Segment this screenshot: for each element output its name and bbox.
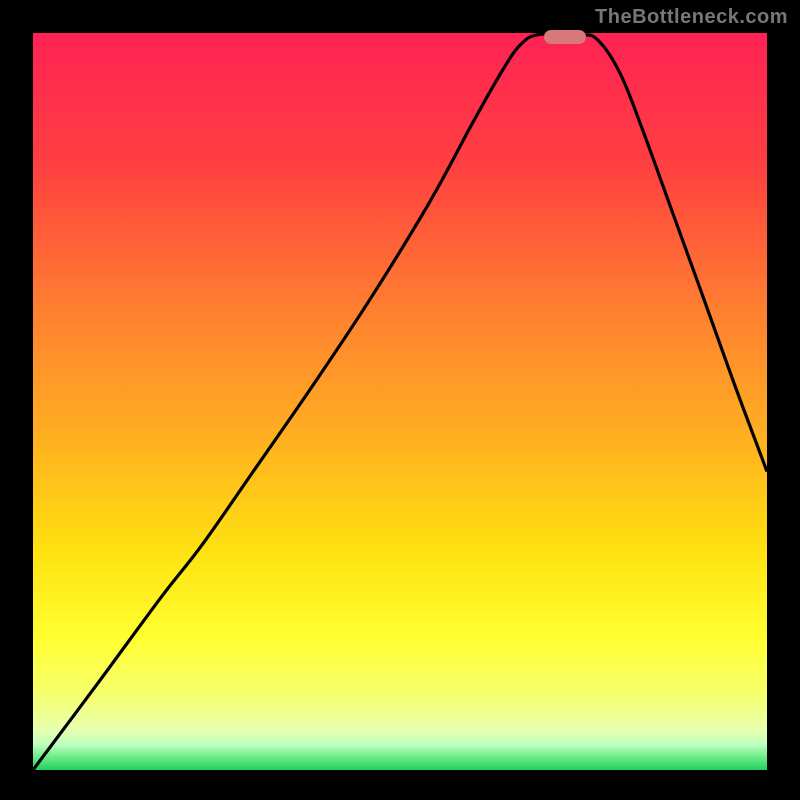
chart-plot-area <box>33 33 767 770</box>
bottleneck-curve <box>33 33 767 770</box>
optimal-marker-pill <box>544 30 586 44</box>
watermark-text: TheBottleneck.com <box>595 6 788 29</box>
chart-curve-svg <box>33 33 767 770</box>
